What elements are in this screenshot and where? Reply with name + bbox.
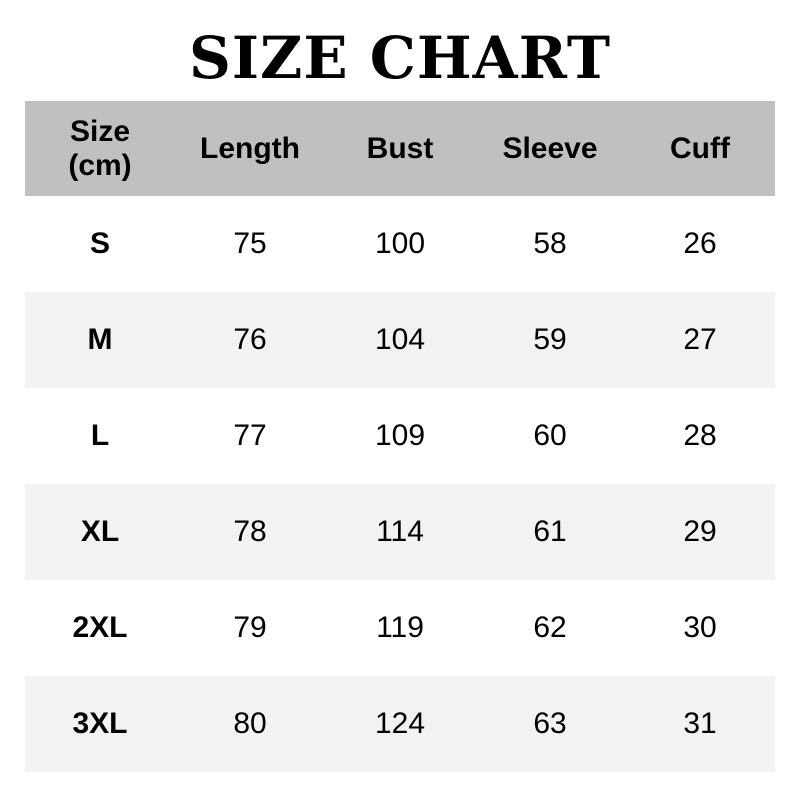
table-row: M 76 104 59 27 [25,292,775,388]
cell-bust: 100 [374,227,426,260]
table-row: XL 78 114 61 29 [25,484,775,580]
header-size-line1: Size [69,114,131,148]
cell-sleeve: 63 [533,707,567,740]
table-row: L 77 109 60 28 [25,388,775,484]
cell-sleeve: 58 [533,227,567,260]
cell-sleeve: 59 [533,323,567,356]
cell-bust: 124 [374,707,426,740]
cell-size: L [90,419,110,452]
cell-sleeve: 60 [533,419,567,452]
header-sleeve: Sleeve [502,131,598,165]
cell-cuff: 31 [683,707,717,740]
cell-bust: 109 [374,419,426,452]
header-row: Size (cm) Length Bust Sleeve Cuff [25,101,775,196]
header-size-line2: (cm) [68,148,132,182]
page-title: SIZE CHART [188,24,612,92]
cell-bust: 119 [376,611,424,644]
cell-length: 80 [233,707,267,740]
cell-size: XL [80,515,120,548]
header-length: Length [200,131,300,165]
cell-sleeve: 62 [533,611,567,644]
cell-size: M [87,323,113,356]
cell-sleeve: 61 [533,515,567,548]
table-row: 2XL 79 119 62 30 [25,580,775,676]
cell-size: S [89,227,110,260]
cell-size: 2XL [72,611,128,644]
cell-length: 79 [233,611,267,644]
cell-length: 76 [233,323,267,356]
header-cuff: Cuff [670,131,730,165]
cell-cuff: 26 [683,227,717,260]
cell-cuff: 27 [683,323,717,356]
cell-length: 75 [233,227,267,260]
cell-size: 3XL [72,707,128,740]
cell-cuff: 29 [683,515,717,548]
cell-cuff: 28 [683,419,717,452]
cell-length: 77 [233,419,267,452]
table-row: 3XL 80 124 63 31 [25,676,775,772]
cell-bust: 104 [374,323,426,356]
cell-cuff: 30 [683,611,717,644]
header-size: Size (cm) [25,101,175,196]
header-bust: Bust [366,131,434,165]
cell-bust: 114 [376,515,424,548]
table-row: S 75 100 58 26 [25,196,775,292]
size-chart-table: Size (cm) Length Bust Sleeve Cuff S 75 100… [25,101,775,772]
cell-length: 78 [233,515,267,548]
